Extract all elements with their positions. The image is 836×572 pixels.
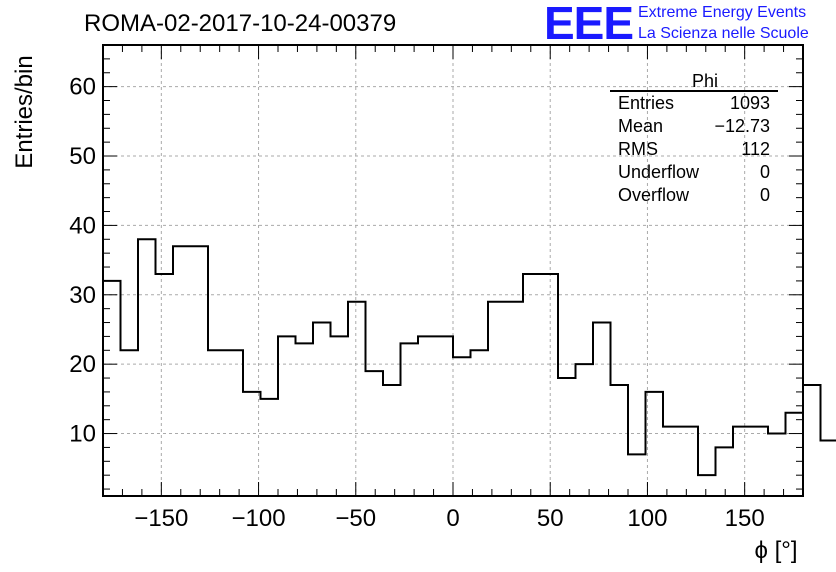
y-tick-label: 40 — [69, 212, 96, 239]
stats-box: Phi Entries 1093 Mean −12.73 RMS 112 Und… — [610, 72, 778, 207]
histogram-bin — [628, 454, 646, 496]
stats-row-rms: RMS 112 — [610, 138, 778, 161]
x-tick-label: −150 — [134, 505, 188, 532]
histogram-bin — [506, 302, 524, 496]
stats-label: RMS — [618, 139, 658, 159]
chart-title: ROMA-02-2017-10-24-00379 — [84, 10, 397, 37]
histogram-bin — [593, 323, 611, 496]
y-tick-label: 20 — [69, 351, 96, 378]
histogram-bin — [733, 427, 751, 496]
histogram-bin — [488, 302, 506, 496]
axis-ticks — [103, 44, 803, 496]
histogram-bin — [156, 274, 174, 496]
histogram-bin — [471, 350, 489, 496]
histogram-bin — [261, 399, 279, 496]
histogram-bin — [296, 343, 314, 496]
stats-row-underflow: Underflow 0 — [610, 161, 778, 184]
histogram-bin — [663, 427, 681, 496]
histogram-series — [103, 238, 836, 496]
histogram-bin — [698, 475, 716, 496]
x-axis-label: ϕ [°] — [754, 537, 797, 564]
stats-row-overflow: Overflow 0 — [610, 184, 778, 207]
stats-row-mean: Mean −12.73 — [610, 115, 778, 138]
stats-label: Overflow — [618, 185, 690, 205]
histogram-bin — [523, 274, 541, 496]
stats-label: Underflow — [618, 162, 700, 182]
x-tick-label: 0 — [446, 505, 459, 532]
logo-caption-line1: Extreme Energy Events — [638, 4, 807, 21]
histogram-bin — [348, 302, 366, 496]
histogram-bin — [821, 440, 836, 496]
logo-caption: Extreme Energy Events La Scienza nelle S… — [638, 2, 809, 44]
x-tick-label: −50 — [335, 505, 376, 532]
histogram-bin — [313, 323, 331, 496]
histogram-bin — [173, 246, 191, 496]
histogram-bin — [786, 413, 804, 496]
grid-lines — [103, 45, 803, 496]
logo-caption-line2: La Scienza nelle Scuole — [638, 25, 809, 42]
stats-title: Phi — [610, 72, 778, 92]
histogram-bin — [803, 385, 821, 496]
histogram-bin — [611, 385, 629, 496]
y-tick-label: 30 — [69, 282, 96, 309]
x-tick-label: 150 — [725, 505, 765, 532]
histogram-line — [103, 238, 836, 477]
histogram-bin — [191, 246, 209, 496]
histogram-bin — [646, 392, 664, 496]
histogram-bin — [103, 281, 121, 496]
x-tick-label: 100 — [627, 505, 667, 532]
histogram-bin — [243, 392, 261, 496]
y-axis-label: Entries/bin — [11, 55, 38, 168]
histogram-bin — [121, 350, 139, 496]
histogram-bin — [418, 336, 436, 496]
x-tick-label: −100 — [232, 505, 286, 532]
histogram-bin — [681, 427, 699, 496]
y-tick-label: 10 — [69, 421, 96, 448]
histogram-bin — [208, 350, 226, 496]
eee-logo: EEE — [544, 0, 634, 49]
x-tick-label: 50 — [537, 505, 564, 532]
histogram-bin — [751, 427, 769, 496]
y-tick-label: 50 — [69, 143, 96, 170]
histogram-bin — [576, 364, 594, 496]
histogram-bin — [436, 336, 454, 496]
histogram-bin — [401, 343, 419, 496]
tick-labels: −150 −100 −50 0 50 100 150 10 20 30 40 50 60 — [69, 74, 764, 532]
stats-value: −12.73 — [714, 116, 770, 136]
histogram-bin — [383, 385, 401, 496]
histogram-bin — [541, 274, 559, 496]
histogram-bin — [716, 447, 734, 496]
stats-value: 112 — [741, 139, 770, 159]
histogram-bin — [558, 378, 576, 496]
stats-value: 1093 — [729, 93, 770, 113]
stats-label: Mean — [618, 116, 664, 136]
y-tick-label: 60 — [69, 74, 96, 101]
histogram-bin — [331, 336, 349, 496]
histogram-bin — [226, 350, 244, 496]
stats-row-entries: Entries 1093 — [610, 92, 778, 115]
stats-value: 0 — [759, 162, 770, 182]
histogram-bin — [453, 357, 471, 496]
histogram-bin — [138, 239, 156, 496]
histogram-bin — [278, 336, 296, 496]
histogram-bin — [768, 434, 786, 496]
stats-label: Entries — [618, 93, 675, 113]
stats-value: 0 — [759, 185, 770, 205]
